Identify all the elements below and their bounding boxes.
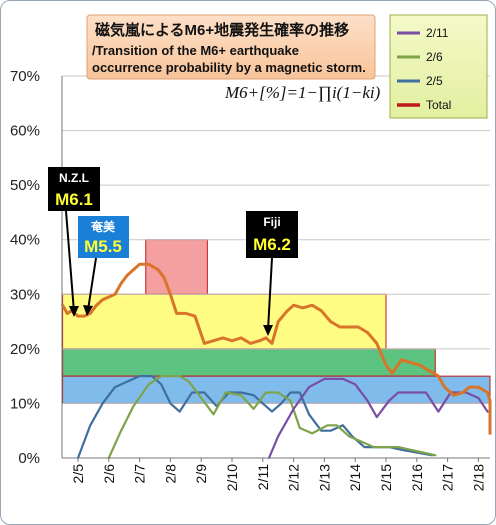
series-line-Total (61, 262, 492, 435)
legend-items: 2/11 2/6 2/5 Total (397, 26, 451, 112)
annotation-amami-magnitude: M5.5 (84, 237, 122, 256)
title-box: 磁気嵐によるM6+地震発生確率の推移 /Transition of the M6… (86, 14, 376, 80)
x-axis-tick-labels: 2/5 2/6 2/7 2/8 2/9 2/10 2/11 2/12 2/13 2/14 2/15 2… (70, 458, 486, 491)
annotation-nzl: N.Z.L M6.1 (48, 167, 100, 317)
legend-label: 2/5 (426, 74, 443, 88)
y-tick-label: 60% (10, 123, 40, 140)
annotation-amami-arrow (87, 257, 97, 311)
annotation-nzl-box (48, 167, 100, 211)
legend-label: Total (426, 98, 451, 112)
x-tick-label: 2/13 (316, 464, 332, 491)
x-tick-label: 2/15 (378, 464, 394, 491)
annotation-amami-box (78, 216, 129, 258)
y-tick-label: 0% (18, 450, 40, 467)
x-tick-label: 2/12 (286, 464, 302, 491)
annotation-amami-label: 奄美 (90, 219, 116, 234)
probability-band-3 (62, 375, 491, 404)
legend-label: 2/11 (426, 26, 449, 40)
annotation-fiji-label: Fiji (263, 215, 280, 229)
annotation-nzl-arrow (65, 210, 75, 313)
chart-subtitle-line2: occurrence probability by a magnetic sto… (92, 60, 366, 75)
annotation-nzl-arrowhead (69, 306, 79, 317)
x-tick-label: 2/6 (101, 464, 117, 484)
annotation-nzl-magnitude: M6.1 (55, 190, 93, 209)
annotation-fiji-arrow (267, 257, 273, 331)
legend: 2/11 2/6 2/5 Total (389, 14, 488, 119)
x-tick-label: 2/8 (162, 464, 178, 484)
annotation-amami: 奄美 M5.5 (78, 216, 129, 316)
gridlines (62, 75, 490, 404)
x-tick-label: 2/9 (193, 464, 209, 484)
y-axis-tick-labels: 0% 10% 20% 30% 40% 50% 60% 70% (10, 68, 40, 467)
series-line-2-5 (76, 375, 434, 460)
legend-label: 2/6 (426, 50, 443, 64)
chart-title: 磁気嵐によるM6+地震発生確率の推移 (95, 21, 349, 39)
annotation-fiji: Fiji M6.2 (246, 211, 298, 336)
series-line-2-11 (267, 377, 489, 460)
y-tick-label: 50% (10, 177, 40, 194)
chart-subtitle-line1: /Transition of the M6+ earthquake (92, 43, 299, 58)
annotations: N.Z.L M6.1 奄美 M5.5 Fiji M6.2 (48, 167, 298, 336)
annotation-fiji-box (246, 211, 298, 258)
formula-text: M6+[%]=1−∏i(1−ki) (224, 83, 381, 102)
annotation-fiji-magnitude: M6.2 (253, 235, 291, 254)
x-tick-label: 2/16 (409, 464, 425, 491)
y-tick-label: 20% (10, 341, 40, 358)
annotation-amami-arrowhead (83, 305, 93, 316)
series-layer (61, 262, 492, 460)
plot-area (61, 75, 492, 460)
x-tick-label: 2/18 (470, 464, 486, 491)
x-tick-label: 2/5 (70, 464, 86, 484)
probability-band-1 (62, 293, 387, 350)
y-tick-label: 40% (10, 232, 40, 249)
annotation-nzl-label: N.Z.L (59, 171, 89, 185)
formula: M6+[%]=1−∏i(1−ki) (224, 83, 381, 102)
series-line-2-6 (107, 375, 437, 460)
x-tick-label: 2/10 (224, 464, 240, 491)
annotation-fiji-arrowhead (263, 325, 273, 336)
x-tick-label: 2/14 (347, 464, 363, 491)
x-tick-label: 2/11 (255, 464, 271, 490)
x-tick-label: 2/17 (440, 464, 456, 491)
y-tick-label: 70% (10, 68, 40, 85)
y-tick-label: 10% (10, 395, 40, 412)
y-tick-label: 30% (10, 286, 40, 303)
x-tick-label: 2/7 (132, 464, 148, 484)
